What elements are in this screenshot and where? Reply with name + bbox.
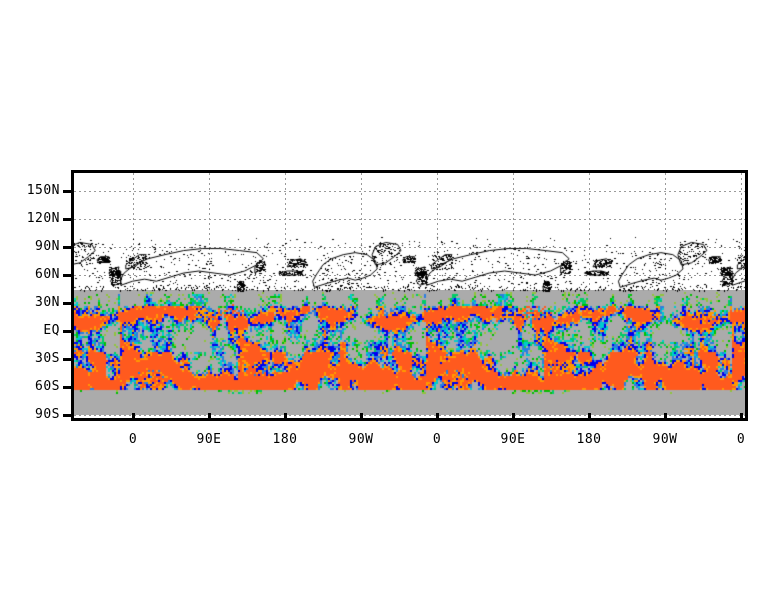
x-tick-label-0-0: 0: [128, 432, 138, 447]
y-tick-label-120N: 120N: [26, 211, 60, 226]
x-tick-label-90E-1: 90E: [196, 432, 222, 447]
y-tick-label-90N: 90N: [35, 239, 60, 254]
y-tick-30N: [63, 302, 72, 305]
plot-interior: [74, 173, 745, 418]
y-tick-150N: [63, 190, 72, 193]
x-tick-label-90E-5: 90E: [500, 432, 526, 447]
x-tick-90W-3: [360, 413, 363, 421]
y-tick-120N: [63, 218, 72, 221]
y-tick-label-30S: 30S: [35, 351, 60, 366]
y-tick-label-30N: 30N: [35, 295, 60, 310]
y-tick-60N: [63, 274, 72, 277]
y-tick-label-60N: 60N: [35, 267, 60, 282]
x-tick-0-8: [740, 413, 743, 421]
y-tick-label-EQ: EQ: [43, 323, 60, 338]
x-tick-label-90W-3: 90W: [348, 432, 374, 447]
y-tick-60S: [63, 386, 72, 389]
coastline-layer: [74, 173, 745, 418]
x-tick-label-0-4: 0: [432, 432, 442, 447]
y-tick-30S: [63, 358, 72, 361]
y-tick-90S: [63, 414, 72, 417]
y-tick-label-90S: 90S: [35, 407, 60, 422]
x-tick-label-180-2: 180: [272, 432, 298, 447]
x-tick-0-4: [436, 413, 439, 421]
x-tick-90E-1: [208, 413, 211, 421]
x-tick-90W-7: [664, 413, 667, 421]
x-tick-label-0-8: 0: [736, 432, 746, 447]
x-tick-0-0: [132, 413, 135, 421]
x-tick-180-2: [284, 413, 287, 421]
plot-frame: [71, 170, 748, 421]
y-tick-label-150N: 150N: [26, 183, 60, 198]
x-tick-180-6: [588, 413, 591, 421]
x-tick-90E-5: [512, 413, 515, 421]
y-tick-EQ: [63, 330, 72, 333]
x-tick-label-180-6: 180: [576, 432, 602, 447]
y-tick-90N: [63, 246, 72, 249]
y-tick-label-60S: 60S: [35, 379, 60, 394]
x-tick-label-90W-7: 90W: [652, 432, 678, 447]
